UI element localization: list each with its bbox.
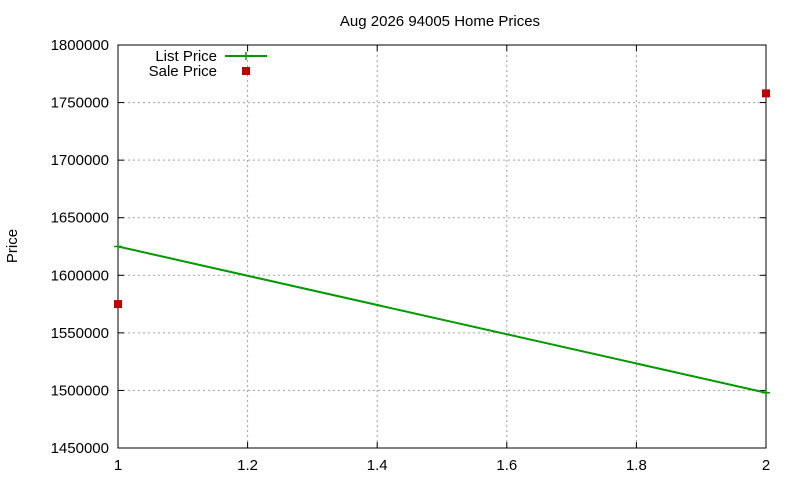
y-axis-label: Price [4, 229, 21, 263]
legend-entry-sale-price: Sale Price [149, 63, 250, 80]
legend-label: Sale Price [149, 63, 217, 80]
sale-price-point [762, 89, 770, 98]
x-tick-label: 1.8 [626, 457, 647, 474]
plot-frame [117, 44, 767, 449]
series [114, 89, 770, 397]
y-tick-label: 1750000 [51, 95, 109, 112]
x-tick-label: 1 [114, 457, 122, 474]
x-tick-label: 1.2 [237, 457, 258, 474]
series-sale-price [114, 89, 770, 309]
ticks: 1450000 1500000 1550000 1600000 1650000 17000… [51, 37, 771, 474]
sale-price-point [114, 300, 122, 309]
y-tick-label: 1500000 [51, 382, 109, 399]
y-tick-label: 1450000 [51, 440, 109, 457]
legend-label: List Price [155, 48, 217, 65]
series-list-price [114, 242, 770, 397]
chart-title: Aug 2026 94005 Home Prices [340, 13, 540, 30]
x-tick-label: 1.4 [367, 457, 388, 474]
x-tick-label: 2 [762, 457, 770, 474]
y-tick-label: 1650000 [51, 210, 109, 227]
list-price-line [117, 245, 767, 394]
y-tick-label: 1600000 [51, 267, 109, 284]
y-tick-label: 1800000 [51, 37, 109, 54]
x-tick-label: 1.6 [496, 457, 517, 474]
legend-entry-list-price: List Price [155, 48, 267, 65]
y-tick-label: 1700000 [51, 152, 109, 169]
grid [118, 45, 766, 448]
y-tick-label: 1550000 [51, 325, 109, 342]
legend-sample-marker [242, 67, 250, 75]
